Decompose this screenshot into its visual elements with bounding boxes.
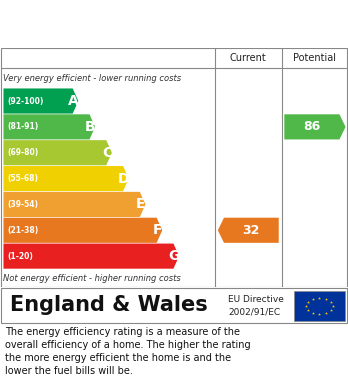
Polygon shape: [218, 218, 279, 243]
Text: The energy efficiency rating is a measure of the
overall efficiency of a home. T: The energy efficiency rating is a measur…: [5, 326, 251, 376]
Text: 2002/91/EC: 2002/91/EC: [228, 307, 280, 316]
Text: (55-68): (55-68): [8, 174, 39, 183]
Text: D: D: [118, 172, 129, 186]
Text: England & Wales: England & Wales: [10, 295, 208, 315]
Text: B: B: [85, 120, 95, 134]
Text: (21-38): (21-38): [8, 226, 39, 235]
Text: (39-54): (39-54): [8, 200, 39, 209]
Text: 86: 86: [303, 120, 321, 133]
Text: F: F: [153, 223, 162, 237]
Text: Not energy efficient - higher running costs: Not energy efficient - higher running co…: [3, 274, 181, 283]
Text: Energy Efficiency Rating: Energy Efficiency Rating: [9, 15, 238, 33]
Polygon shape: [3, 88, 78, 113]
Text: (81-91): (81-91): [8, 122, 39, 131]
Polygon shape: [3, 114, 95, 140]
Bar: [294, 291, 345, 321]
Polygon shape: [3, 244, 179, 269]
Text: (69-80): (69-80): [8, 148, 39, 157]
Polygon shape: [3, 140, 112, 165]
Text: G: G: [168, 249, 180, 263]
Text: Potential: Potential: [293, 53, 336, 63]
Polygon shape: [3, 166, 129, 191]
Text: Very energy efficient - lower running costs: Very energy efficient - lower running co…: [3, 74, 182, 83]
Text: (1-20): (1-20): [8, 252, 33, 261]
Text: Current: Current: [230, 53, 267, 63]
Text: EU Directive: EU Directive: [228, 295, 284, 304]
Polygon shape: [284, 114, 346, 140]
Text: C: C: [102, 146, 112, 160]
Polygon shape: [3, 218, 162, 243]
Text: E: E: [136, 197, 145, 212]
Polygon shape: [3, 192, 145, 217]
Text: 32: 32: [243, 224, 260, 237]
Text: (92-100): (92-100): [8, 97, 44, 106]
Text: A: A: [68, 94, 79, 108]
